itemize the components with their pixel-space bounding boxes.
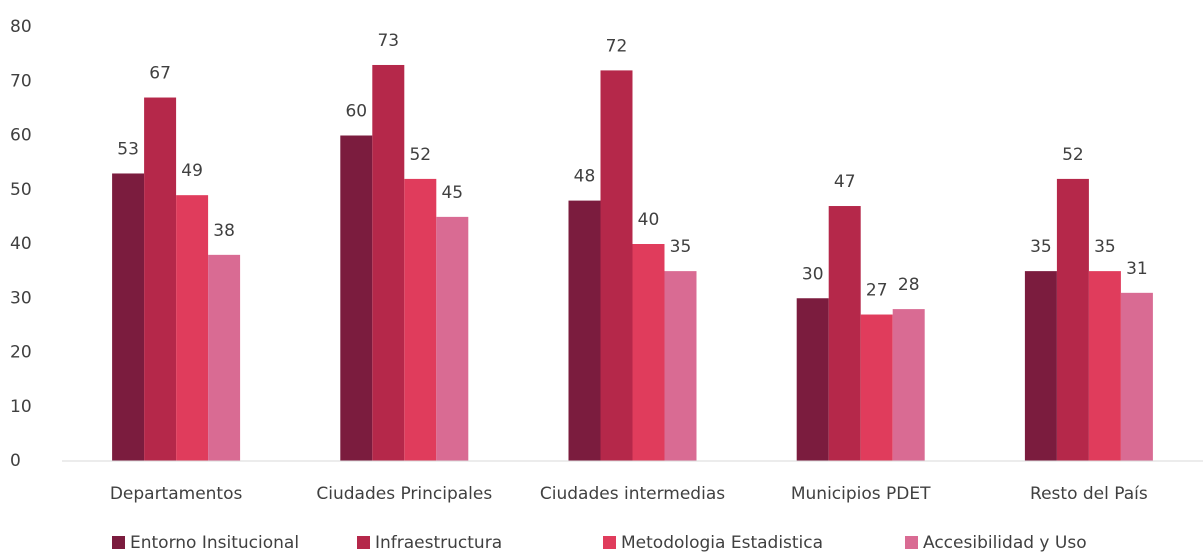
data-label: 40 xyxy=(638,210,660,230)
bar xyxy=(340,135,373,461)
y-tick-label: 40 xyxy=(10,234,32,254)
y-tick-label: 0 xyxy=(10,451,21,471)
bar xyxy=(664,271,697,461)
data-label: 47 xyxy=(834,172,856,192)
data-label: 53 xyxy=(117,139,139,159)
y-tick-label: 30 xyxy=(10,288,32,308)
data-label: 49 xyxy=(181,161,203,181)
data-label: 38 xyxy=(213,221,235,241)
bar xyxy=(176,195,209,462)
y-tick-label: 10 xyxy=(10,397,32,417)
legend-swatch xyxy=(603,536,616,549)
data-label: 72 xyxy=(606,36,628,56)
bar xyxy=(568,200,601,461)
data-label: 48 xyxy=(574,167,596,187)
y-tick-label: 70 xyxy=(10,71,32,91)
x-tick-label: Departamentos xyxy=(110,484,243,504)
data-label: 31 xyxy=(1126,259,1148,279)
data-label: 45 xyxy=(441,183,463,203)
legend-label: Accesibilidad y Uso xyxy=(923,533,1087,553)
data-label: 27 xyxy=(866,281,888,301)
data-label: 52 xyxy=(1062,145,1084,165)
legend-label: Metodologia Estadistica xyxy=(621,533,823,553)
bar xyxy=(892,309,925,461)
bar xyxy=(796,298,829,461)
data-label: 67 xyxy=(149,64,171,84)
bar xyxy=(404,178,437,461)
y-tick-label: 80 xyxy=(10,17,32,37)
bar xyxy=(372,64,405,461)
data-label: 60 xyxy=(345,102,367,122)
y-tick-label: 50 xyxy=(10,180,32,200)
bar xyxy=(1088,271,1121,461)
x-tick-label: Ciudades Principales xyxy=(316,484,492,504)
data-label: 28 xyxy=(898,275,920,295)
legend-swatch xyxy=(357,536,370,549)
data-label: 35 xyxy=(1030,237,1052,257)
bar xyxy=(828,206,861,461)
bar xyxy=(1120,292,1153,461)
bar xyxy=(632,244,665,461)
bar xyxy=(112,173,145,461)
bar xyxy=(436,216,469,461)
data-label: 35 xyxy=(670,237,692,257)
y-tick-label: 60 xyxy=(10,126,32,146)
bar xyxy=(600,70,633,462)
data-label: 52 xyxy=(409,145,431,165)
bar xyxy=(1056,178,1089,461)
data-label: 30 xyxy=(802,264,824,284)
legend-label: Infraestructura xyxy=(375,533,502,553)
y-tick-label: 20 xyxy=(10,343,32,363)
bar xyxy=(860,314,893,461)
bar xyxy=(144,97,177,462)
data-label: 73 xyxy=(377,31,399,51)
legend-label: Entorno Insitucional xyxy=(130,533,299,553)
data-label: 35 xyxy=(1094,237,1116,257)
x-tick-label: Ciudades intermedias xyxy=(540,484,725,504)
bar xyxy=(1024,271,1057,461)
bar xyxy=(208,254,241,461)
x-tick-label: Resto del País xyxy=(1030,484,1148,504)
x-tick-label: Municipios PDET xyxy=(791,484,931,504)
legend-swatch xyxy=(905,536,918,549)
legend-swatch xyxy=(112,536,125,549)
